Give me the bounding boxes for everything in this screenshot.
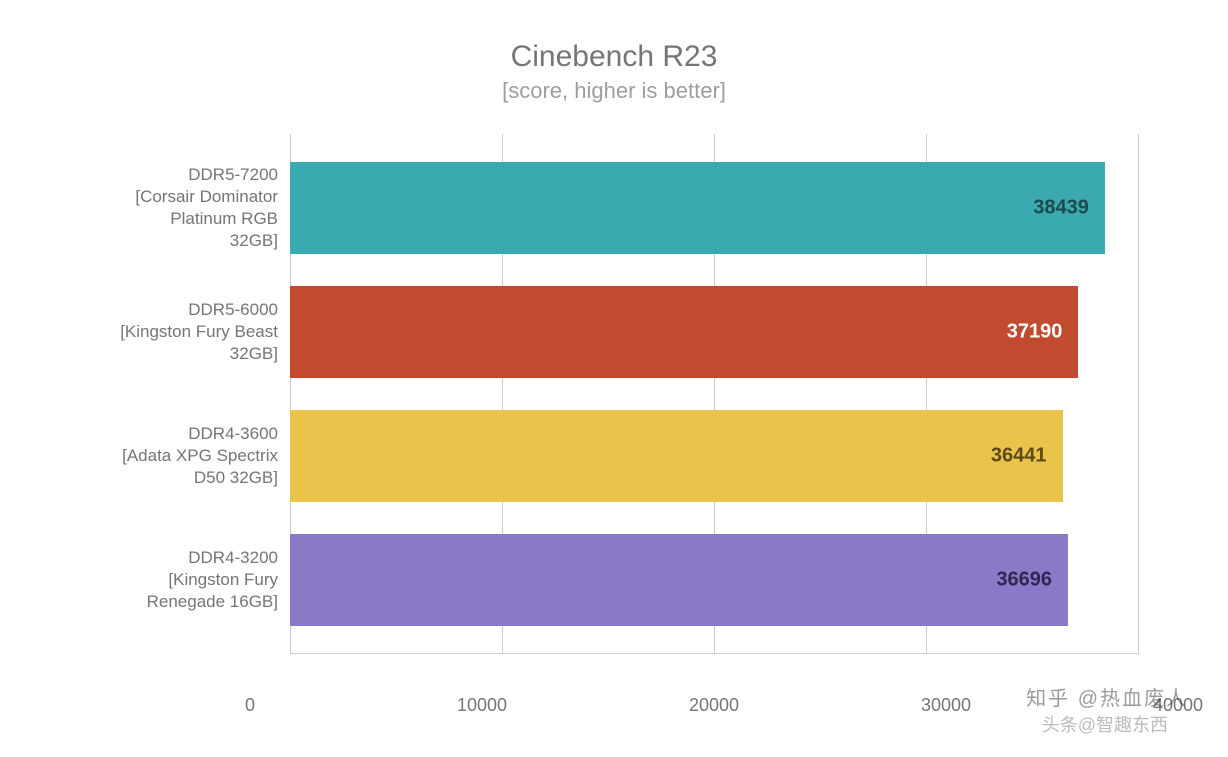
bars-group: DDR5-7200 [Corsair Dominator Platinum RG… [290, 134, 1138, 654]
x-tick-label: 20000 [689, 695, 739, 716]
bar-row: DDR4-3200 [Kingston Fury Renegade 16GB]3… [290, 534, 1138, 626]
chart-container: Cinebench R23 [score, higher is better] … [0, 0, 1228, 757]
watermark-toutiao: 头条@智趣东西 [1042, 711, 1168, 737]
bar-value: 38439 [1033, 197, 1089, 220]
bar-row: DDR4-3600 [Adata XPG Spectrix D50 32GB]3… [290, 410, 1138, 502]
bar-value: 36441 [991, 445, 1047, 468]
x-axis-line [290, 653, 1138, 654]
x-tick-label: 0 [245, 695, 255, 716]
bar: 38439 [290, 162, 1105, 254]
x-tick-label: 10000 [457, 695, 507, 716]
chart-title: Cinebench R23 [40, 40, 1188, 74]
plot-area: DDR5-7200 [Corsair Dominator Platinum RG… [290, 134, 1138, 654]
bar-label: DDR4-3200 [Kingston Fury Renegade 16GB] [50, 547, 290, 613]
gridline [1138, 134, 1139, 654]
bar: 37190 [290, 286, 1078, 378]
bar-label: DDR5-6000 [Kingston Fury Beast 32GB] [50, 299, 290, 365]
bar: 36696 [290, 534, 1068, 626]
bar-label: DDR4-3600 [Adata XPG Spectrix D50 32GB] [50, 423, 290, 489]
bar: 36441 [290, 410, 1063, 502]
bar-value: 36696 [996, 569, 1052, 592]
bar-row: DDR5-6000 [Kingston Fury Beast 32GB]3719… [290, 286, 1138, 378]
watermark-zhihu: 知乎 @热血废人 [1026, 682, 1188, 711]
x-tick-label: 30000 [921, 695, 971, 716]
bar-label: DDR5-7200 [Corsair Dominator Platinum RG… [50, 164, 290, 252]
chart-subtitle: [score, higher is better] [40, 78, 1188, 104]
bar-value: 37190 [1007, 321, 1063, 344]
bar-row: DDR5-7200 [Corsair Dominator Platinum RG… [290, 162, 1138, 254]
